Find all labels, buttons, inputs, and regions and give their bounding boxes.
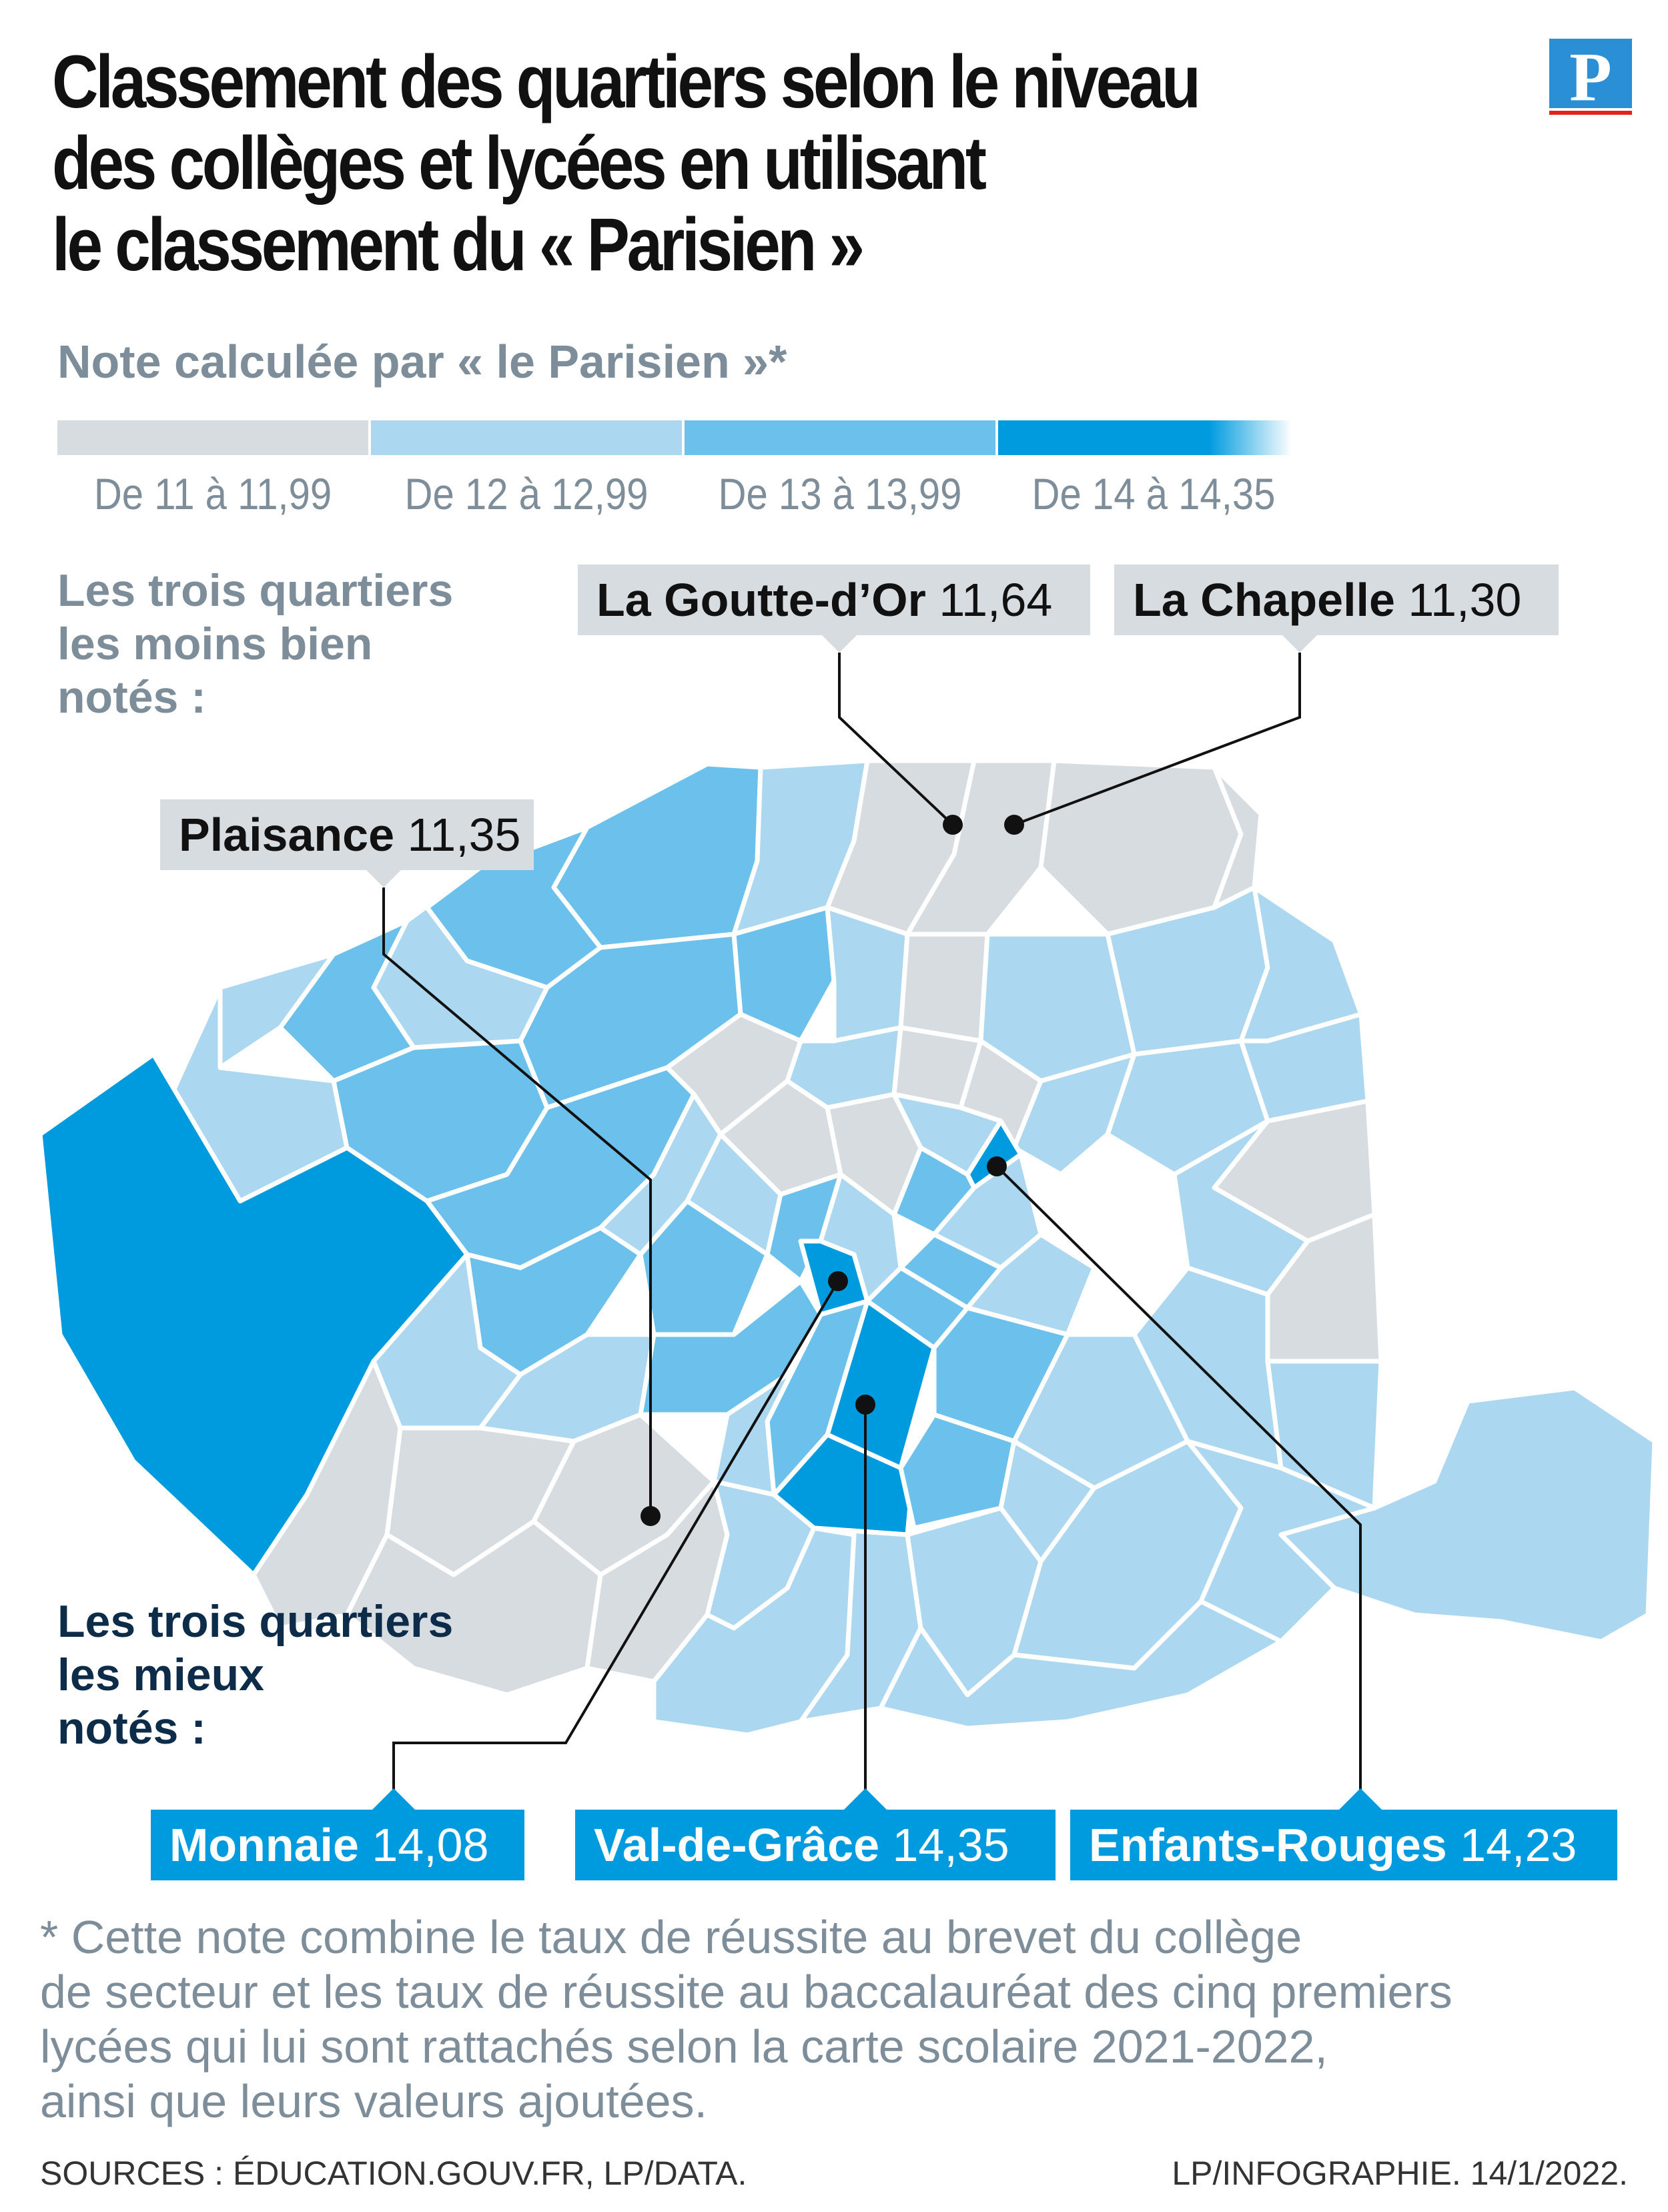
callout-la-chapelle: La Chapelle 11,30 (1114, 565, 1559, 635)
pointer-monnaie (372, 1788, 415, 1810)
map-quartier (965, 1232, 1097, 1337)
callout-name: La Goutte-d’Or (596, 574, 926, 626)
map-quartier (898, 932, 990, 1044)
callout-name: Val-de-Grâce (594, 1819, 879, 1871)
logo-letter: P (1569, 39, 1612, 115)
page-title: Classement des quartiers selon le niveau… (52, 41, 1228, 286)
worst-heading-line: les moins bien (57, 619, 373, 669)
marker-la-chapelle (1004, 815, 1024, 835)
callout-name: La Chapelle (1133, 574, 1395, 626)
best-heading-line: notés : (57, 1703, 206, 1754)
leader-line-la-chapelle (1013, 653, 1301, 826)
callout-name: Plaisance (179, 809, 394, 861)
worst-heading: Les trois quartiers les moins bien notés… (57, 564, 453, 724)
leader-line-enfants-rouges (995, 1165, 1362, 1790)
map-quartier (1238, 1012, 1370, 1124)
legend-label-tier-3: De 13 à 13,99 (718, 469, 962, 518)
pointer-enfants-rouges (1339, 1788, 1382, 1810)
sources: SOURCES : ÉDUCATION.GOUV.FR, LP/DATA. (40, 2155, 747, 2192)
callout-name: Monnaie (169, 1819, 359, 1871)
footnote-line: * Cette note combine le taux de réussite… (40, 1911, 1302, 1963)
marker-enfants-rouges (987, 1156, 1007, 1176)
callout-score: 14,08 (372, 1819, 489, 1871)
map-quartier (891, 1092, 1003, 1177)
title-line-1: Classement des quartiers selon le niveau (52, 40, 1201, 123)
leader-line-plaisance (382, 887, 652, 1516)
legend-swatch-tier-4 (998, 420, 1292, 455)
legend-swatch-tier-2 (371, 420, 682, 455)
leader-line-goutte-dor (838, 653, 954, 826)
footnote-line: de secteur et les taux de réussite au ba… (40, 1966, 1452, 2018)
marker-monnaie (828, 1271, 848, 1291)
pointer-goutte-dor (821, 634, 858, 653)
callout-score: 11,35 (407, 809, 521, 861)
map-quartier (251, 1359, 403, 1631)
callout-val-de-grace: Val-de-Grâce 14,35 (575, 1810, 1056, 1880)
legend-label-tier-2: De 12 à 12,99 (404, 469, 649, 518)
callout-monnaie: Monnaie 14,08 (151, 1810, 524, 1880)
map-quartier (878, 1599, 1284, 1731)
worst-heading-line: notés : (57, 672, 206, 723)
pointer-plaisance (365, 869, 402, 887)
legend-swatch-tier-3 (685, 420, 995, 455)
callout-enfants-rouges: Enfants-Rouges 14,23 (1070, 1810, 1617, 1880)
marker-goutte-dor (943, 815, 963, 835)
credit: LP/INFOGRAPHIE. 14/1/2022. (1172, 2155, 1628, 2192)
callout-goutte-dor: La Goutte-d’Or 11,64 (578, 565, 1090, 635)
map-quartier (731, 905, 837, 1044)
marker-val-de-grace (855, 1395, 875, 1415)
map-quartier (551, 761, 763, 950)
title-line-3: le classement du « Parisien » (52, 203, 865, 286)
callout-score: 14,23 (1460, 1819, 1577, 1871)
title-line-2: des collèges et lycées en utilisant (52, 121, 987, 205)
legend-label-tier-4: De 14 à 14,35 (1031, 469, 1276, 518)
best-heading: Les trois quartiers les mieux notés : (57, 1595, 453, 1755)
marker-plaisance (641, 1506, 661, 1526)
legend-label-tier-1: De 11 à 11,99 (93, 469, 332, 518)
pointer-la-chapelle (1281, 634, 1318, 653)
map-quartier (825, 1092, 923, 1217)
footnote: * Cette note combine le taux de réussite… (40, 1910, 1628, 2129)
best-heading-line: les mieux (57, 1649, 264, 1700)
callout-plaisance: Plaisance 11,35 (160, 799, 534, 870)
callout-score: 14,35 (892, 1819, 1009, 1871)
best-heading-line: Les trois quartiers (57, 1596, 454, 1647)
callout-name: Enfants-Rouges (1089, 1819, 1447, 1871)
footnote-line: lycées qui lui sont rattachés selon la c… (40, 2020, 1328, 2073)
worst-heading-line: Les trois quartiers (57, 565, 454, 616)
callout-score: 11,30 (1408, 574, 1522, 626)
footnote-line: ainsi que leurs valeurs ajoutées. (40, 2075, 708, 2127)
le-parisien-logo: P (1549, 39, 1632, 115)
legend-title: Note calculée par « le Parisien »* (57, 336, 787, 388)
leader-line-monnaie (392, 1280, 839, 1790)
pointer-val-de-grace (844, 1788, 887, 1810)
map-quartier (1011, 1052, 1137, 1177)
callout-score: 11,64 (939, 574, 1053, 626)
legend-swatch-tier-1 (57, 420, 368, 455)
